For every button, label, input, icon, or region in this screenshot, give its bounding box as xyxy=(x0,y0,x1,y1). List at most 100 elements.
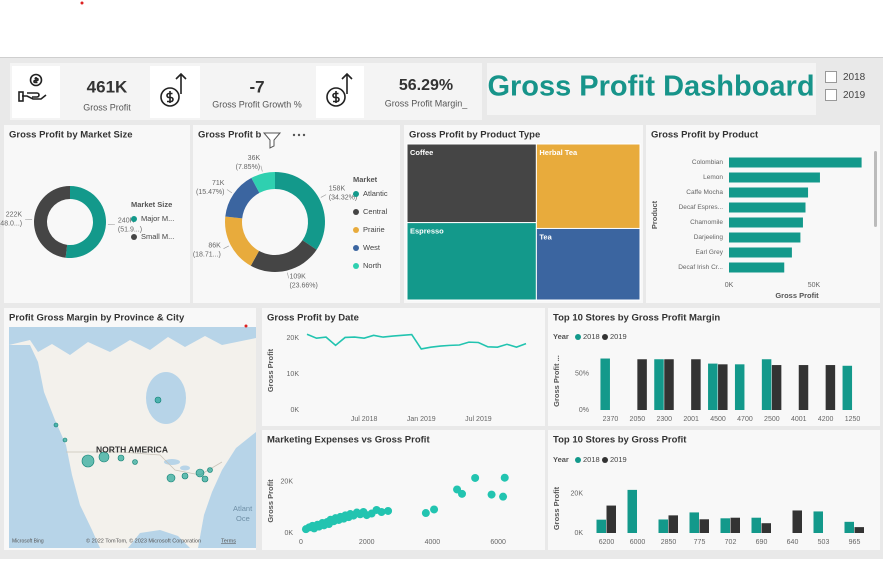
bar xyxy=(731,518,741,533)
y-axis-label: Gross Profit xyxy=(552,486,561,530)
bar xyxy=(700,519,710,533)
map-logo: Microsoft Bing xyxy=(12,538,44,544)
legend-swatch xyxy=(353,209,359,215)
x-tick-label: Jul 2019 xyxy=(465,416,492,423)
x-tick-label: Jul 2018 xyxy=(351,416,378,423)
y-tick-label: 0% xyxy=(579,407,589,414)
legend-swatch xyxy=(602,334,608,340)
bar xyxy=(762,359,772,410)
x-tick-label: 2300 xyxy=(656,416,672,423)
kpi-label: Gross Profit Margin_ xyxy=(385,98,469,108)
map-dot xyxy=(245,325,248,328)
kpi-label: Gross Profit xyxy=(83,102,131,112)
panel-title: Gross Profit b xyxy=(198,130,262,141)
y-axis-label: Gross Profit xyxy=(266,479,275,523)
legend-label: Atlantic xyxy=(363,189,388,198)
data-label: (7.85%) xyxy=(236,164,261,171)
legend-label: 2018 xyxy=(583,455,600,464)
bar xyxy=(721,518,731,533)
y-tick-label: Earl Grey xyxy=(696,249,724,256)
legend-swatch xyxy=(353,227,359,233)
data-label: (15.47%) xyxy=(196,189,224,196)
legend-title: Market Size xyxy=(131,200,172,209)
kpi-icon-box xyxy=(316,66,364,118)
legend-label: Prairie xyxy=(363,225,385,234)
bar xyxy=(718,364,728,410)
treemap-label: Tea xyxy=(539,232,552,241)
legend-title: Year xyxy=(553,455,569,464)
panel-title: Gross Profit by Product xyxy=(651,130,759,141)
bar xyxy=(729,233,800,243)
x-tick-label: 2000 xyxy=(359,539,375,546)
bar xyxy=(690,512,700,533)
scatter-point xyxy=(471,474,479,482)
x-tick-label: 775 xyxy=(694,539,706,546)
x-tick-label: Jan 2019 xyxy=(407,416,436,423)
map-ocean-label: Oce xyxy=(236,514,250,523)
bar xyxy=(729,158,862,168)
legend-label: Central xyxy=(363,207,388,216)
panel-title: Gross Profit by Product Type xyxy=(409,130,540,141)
bar xyxy=(855,527,865,533)
bar xyxy=(826,365,836,410)
legend-label: 2019 xyxy=(610,332,627,341)
scatter-point xyxy=(499,493,507,501)
bar xyxy=(729,218,803,228)
kpi-value: 56.29% xyxy=(399,77,453,94)
y-axis-label: Gross Profit xyxy=(266,348,275,392)
panel-title: Profit Gross Margin by Province & City xyxy=(9,313,185,324)
bar xyxy=(729,248,792,258)
x-tick-label: 2370 xyxy=(603,416,619,423)
y-tick-label: Decaf Espres... xyxy=(679,204,724,211)
x-tick-label: 0 xyxy=(299,539,303,546)
map-terms[interactable]: Terms xyxy=(221,538,236,544)
bar xyxy=(597,520,607,533)
legend-title: Market xyxy=(353,175,378,184)
more-dot[interactable] xyxy=(298,134,300,136)
bar xyxy=(729,203,806,213)
x-tick-label: 503 xyxy=(818,539,830,546)
panel-title: Top 10 Stores by Gross Profit Margin xyxy=(553,313,720,324)
panel-title: Marketing Expenses vs Gross Profit xyxy=(267,435,430,446)
treemap-cell xyxy=(536,228,640,300)
bar xyxy=(799,365,809,410)
more-dot[interactable] xyxy=(293,134,295,136)
checkbox-label[interactable]: 2018 xyxy=(843,72,866,83)
x-tick-label: 4700 xyxy=(737,416,753,423)
treemap-label: Coffee xyxy=(410,148,433,157)
scatter-point xyxy=(384,507,392,515)
x-tick-label: 702 xyxy=(725,539,737,546)
indicator-dot xyxy=(81,2,84,5)
y-tick-label: 0K xyxy=(284,530,293,537)
x-tick-label: 4001 xyxy=(791,416,807,423)
bar xyxy=(664,359,674,410)
scatter-point xyxy=(422,509,430,517)
checkbox[interactable] xyxy=(826,72,837,83)
x-tick-label: 6000 xyxy=(630,539,646,546)
data-label: 109K xyxy=(289,274,306,281)
bar xyxy=(814,511,824,533)
bar xyxy=(637,359,647,410)
kpi-value: -7 xyxy=(249,77,264,96)
data-label: 36K xyxy=(248,155,261,162)
more-dot[interactable] xyxy=(303,134,305,136)
bar xyxy=(691,359,701,410)
map[interactable]: NORTH AMERICA Atlant Oce Microsoft Bing … xyxy=(9,325,256,549)
legend-swatch xyxy=(353,191,359,197)
checkbox[interactable] xyxy=(826,90,837,101)
bar xyxy=(752,518,762,533)
y-tick-label: 20K xyxy=(281,479,294,486)
bar xyxy=(708,364,718,410)
y-tick-label: Decaf Irish Cr... xyxy=(678,264,723,271)
data-label: (51.9...) xyxy=(118,226,142,233)
legend-swatch xyxy=(353,245,359,251)
data-label: (48.0...) xyxy=(0,220,22,227)
map-attribution: © 2022 TomTom, © 2023 Microsoft Corporat… xyxy=(86,537,201,544)
kpi-value: 461K xyxy=(87,77,128,96)
data-label: (18.71...) xyxy=(193,251,221,258)
scatter-point xyxy=(488,491,496,499)
map-water xyxy=(180,466,190,471)
checkbox-label[interactable]: 2019 xyxy=(843,90,866,101)
bar xyxy=(843,366,853,410)
